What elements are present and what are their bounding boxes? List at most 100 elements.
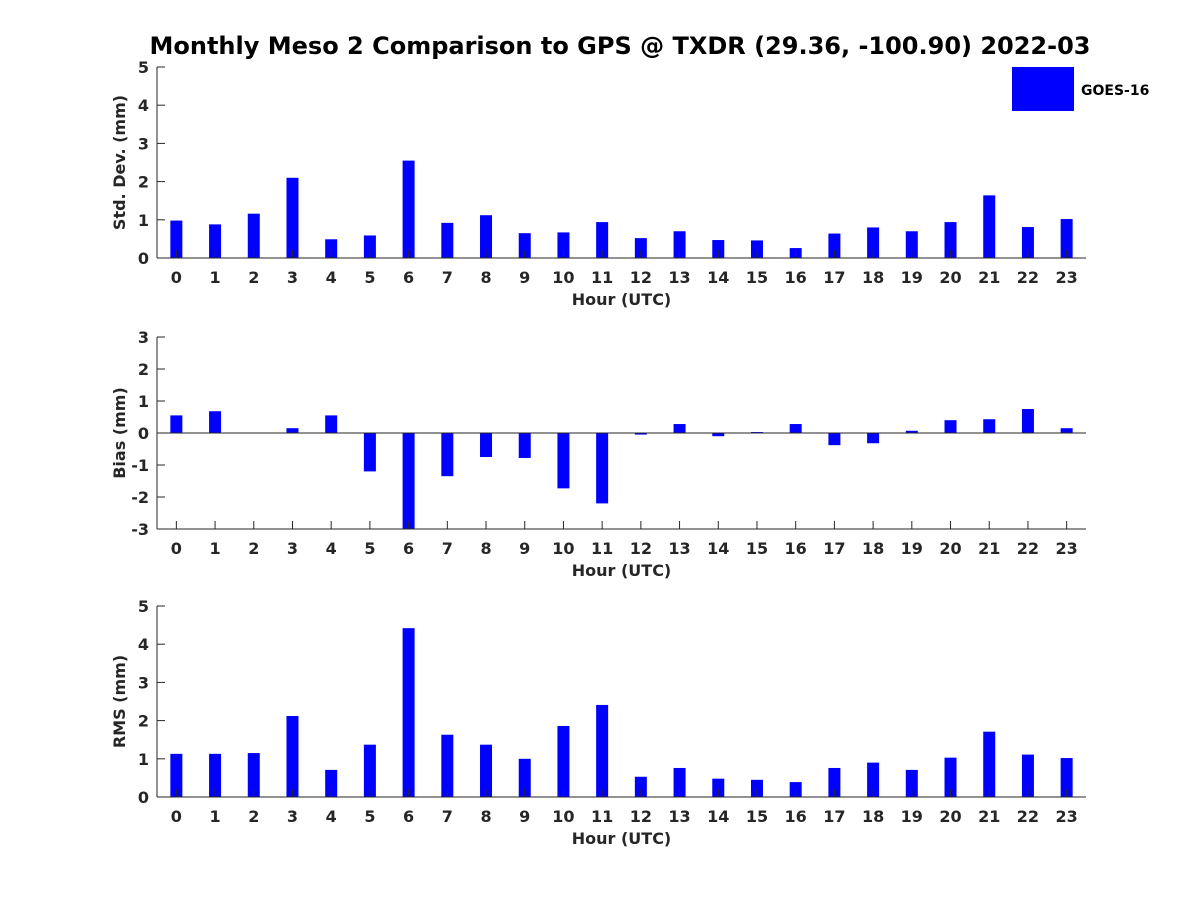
x-tick-label: 13 — [668, 268, 690, 287]
y-tick-label: -2 — [131, 488, 149, 507]
x-tick-label: 2 — [248, 268, 259, 287]
x-tick-label: 14 — [707, 539, 729, 558]
x-tick-label: 10 — [552, 807, 574, 826]
bar — [286, 716, 299, 797]
bar — [983, 731, 996, 797]
legend: GOES-16 — [1012, 67, 1149, 111]
bar — [480, 433, 493, 457]
bar — [170, 753, 183, 797]
x-tick-label: 13 — [668, 807, 690, 826]
bar — [325, 415, 338, 433]
bar — [596, 222, 609, 258]
bar — [634, 776, 647, 797]
bar — [363, 433, 376, 472]
bar — [1021, 754, 1034, 797]
y-tick-label: 5 — [138, 58, 149, 77]
x-tick-label: 12 — [630, 268, 652, 287]
bar — [363, 744, 376, 797]
x-tick-label: 22 — [1017, 268, 1039, 287]
bar — [712, 778, 725, 797]
x-tick-label: 1 — [209, 807, 220, 826]
y-tick-label: 1 — [138, 211, 149, 230]
x-tick-label: 5 — [364, 807, 375, 826]
bar — [905, 430, 918, 433]
bar — [480, 215, 493, 258]
bar — [634, 433, 647, 435]
x-tick-label: 19 — [901, 539, 923, 558]
bar — [518, 233, 531, 258]
x-axis-label: Hour (UTC) — [572, 829, 672, 848]
x-tick-label: 18 — [862, 539, 884, 558]
x-tick-label: 16 — [785, 807, 807, 826]
x-tick-label: 15 — [746, 539, 768, 558]
bar — [286, 177, 299, 258]
y-tick-label: -1 — [131, 456, 149, 475]
bar — [480, 744, 493, 797]
bar — [1060, 758, 1073, 797]
y-tick-label: 2 — [138, 173, 149, 192]
x-tick-label: 21 — [978, 807, 1000, 826]
x-tick-label: 22 — [1017, 807, 1039, 826]
x-tick-label: 0 — [171, 268, 182, 287]
y-tick-label: 1 — [138, 392, 149, 411]
x-tick-label: 3 — [287, 807, 298, 826]
bar — [828, 433, 841, 446]
bar — [325, 239, 338, 258]
x-tick-label: 20 — [939, 539, 961, 558]
y-tick-label: 4 — [138, 635, 149, 654]
bar — [828, 767, 841, 797]
y-tick-label: 0 — [138, 788, 149, 807]
bar — [828, 233, 841, 258]
x-tick-label: 14 — [707, 807, 729, 826]
bar — [441, 734, 454, 797]
bar — [596, 433, 609, 504]
x-tick-label: 3 — [287, 268, 298, 287]
bar — [905, 231, 918, 258]
bar — [209, 753, 222, 797]
bar — [944, 420, 957, 433]
bar — [441, 222, 454, 258]
bar — [944, 222, 957, 258]
x-tick-label: 5 — [364, 268, 375, 287]
x-tick-label: 20 — [939, 268, 961, 287]
bar — [557, 725, 570, 797]
x-tick-label: 6 — [403, 268, 414, 287]
x-tick-label: 10 — [552, 268, 574, 287]
bar — [867, 762, 880, 797]
x-axis-label: Hour (UTC) — [572, 290, 672, 309]
bar — [1021, 227, 1034, 258]
y-tick-label: 2 — [138, 712, 149, 731]
x-tick-label: 21 — [978, 539, 1000, 558]
bar — [557, 433, 570, 489]
bar — [402, 433, 415, 529]
x-tick-label: 17 — [823, 807, 845, 826]
x-tick-label: 17 — [823, 539, 845, 558]
x-tick-label: 0 — [171, 539, 182, 558]
x-tick-label: 17 — [823, 268, 845, 287]
x-tick-label: 23 — [1056, 807, 1078, 826]
x-tick-label: 1 — [209, 268, 220, 287]
x-tick-label: 7 — [442, 807, 453, 826]
x-tick-label: 10 — [552, 539, 574, 558]
x-tick-label: 14 — [707, 268, 729, 287]
bar — [557, 232, 570, 258]
x-tick-label: 4 — [326, 539, 337, 558]
x-tick-label: 15 — [746, 807, 768, 826]
x-tick-label: 4 — [326, 268, 337, 287]
y-tick-label: 0 — [138, 424, 149, 443]
x-tick-label: 23 — [1056, 539, 1078, 558]
x-tick-label: 7 — [442, 268, 453, 287]
x-tick-label: 18 — [862, 268, 884, 287]
bar — [905, 769, 918, 797]
bar — [170, 415, 183, 433]
x-tick-label: 19 — [901, 807, 923, 826]
y-tick-label: 3 — [138, 134, 149, 153]
x-tick-label: 2 — [248, 807, 259, 826]
x-tick-label: 11 — [591, 539, 613, 558]
bar — [402, 160, 415, 258]
x-tick-label: 19 — [901, 268, 923, 287]
